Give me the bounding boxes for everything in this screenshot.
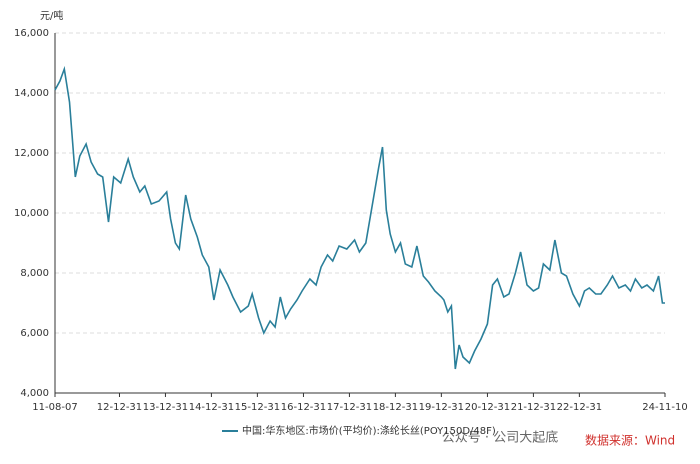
y-tick-label: 14,000	[14, 88, 49, 99]
y-tick-label: 6,000	[20, 328, 49, 339]
x-tick-label: 16-12-31	[281, 402, 326, 413]
x-tick-label: 18-12-31	[373, 402, 418, 413]
x-tick-label: 13-12-31	[143, 402, 188, 413]
x-tick-label: 22-12-31	[557, 402, 602, 413]
legend-label: 中国:华东地区:市场价(平均价):涤纶长丝(POY150D/48F)	[242, 424, 496, 437]
y-tick-label: 8,000	[20, 268, 49, 279]
y-tick-label: 12,000	[14, 148, 49, 159]
series-line	[54, 65, 665, 370]
x-tick-label: 17-12-31	[327, 402, 372, 413]
x-tick-label: 19-12-31	[419, 402, 464, 413]
x-tick-label: 15-12-31	[235, 402, 280, 413]
x-tick-label: 14-12-31	[189, 402, 234, 413]
x-tick-label: 12-12-31	[97, 402, 142, 413]
x-tick-label: 20-12-31	[465, 402, 510, 413]
watermark: 公众号 · 公司大起底	[442, 430, 558, 446]
x-tick-label: 21-12-31	[511, 402, 556, 413]
y-tick-label: 4,000	[20, 388, 49, 399]
x-tick-label: 11-08-07	[32, 402, 77, 413]
source: 数据来源：Wind	[585, 433, 675, 448]
y-tick-label: 10,000	[14, 208, 49, 219]
y-tick-label: 16,000	[14, 28, 49, 39]
y-axis-label: 元/吨	[40, 9, 63, 22]
x-tick-label: 24-11-10	[642, 402, 687, 413]
